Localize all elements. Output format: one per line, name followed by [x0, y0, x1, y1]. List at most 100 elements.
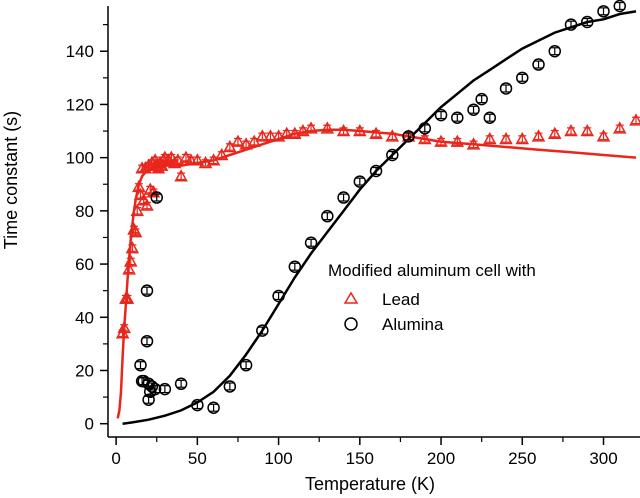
alumina-point [467, 103, 480, 117]
x-tick-label: 0 [111, 449, 120, 468]
x-axis-title: Temperature (K) [305, 474, 435, 494]
x-tick-label: 50 [188, 449, 207, 468]
alumina-point [516, 71, 529, 85]
alumina-point [134, 358, 147, 372]
lead-point [125, 241, 140, 254]
alumina-point [613, 0, 627, 13]
lead-point [140, 198, 154, 211]
y-tick-label: 120 [66, 95, 94, 114]
alumina-point [191, 398, 204, 412]
x-tick-label: 100 [264, 449, 292, 468]
alumina-point [142, 393, 155, 407]
lead-point [596, 129, 611, 142]
alumina-fit-line [122, 10, 637, 425]
lead-point [385, 129, 400, 142]
x-tick-label: 300 [589, 449, 617, 468]
alumina-point [288, 260, 302, 273]
legend-title: Modified aluminum cell with [328, 261, 536, 280]
lead-point [130, 203, 145, 217]
lead-point [128, 225, 143, 238]
lead-point [288, 126, 302, 139]
lead-point [515, 131, 530, 145]
legend: Modified aluminum cell with Lead Alumina [328, 261, 536, 334]
lead-point [580, 123, 595, 137]
lead-point [174, 169, 188, 182]
y-tick-label: 0 [85, 415, 94, 434]
alumina-point [353, 175, 367, 188]
lead-point [336, 123, 351, 137]
alumina-point [272, 289, 285, 303]
lead-point [190, 153, 205, 166]
x-tick-label: 200 [427, 449, 455, 468]
alumina-point [581, 15, 594, 29]
lead-point [369, 126, 383, 139]
legend-lead-marker [343, 291, 359, 304]
alumina-point [321, 209, 334, 223]
lead-point [320, 121, 335, 134]
alumina-point [499, 82, 513, 95]
lead-point [434, 134, 448, 147]
alumina-point [475, 92, 488, 106]
lead-point [629, 113, 640, 126]
alumina-point [369, 164, 383, 178]
data-points [115, 0, 640, 414]
alumina-point [223, 380, 237, 393]
lead-point [198, 155, 213, 169]
lead-point [132, 179, 146, 193]
alumina-point [483, 111, 497, 124]
alumina-point [150, 191, 163, 204]
y-tick-label: 40 [75, 308, 94, 327]
alumina-point [386, 148, 399, 162]
lead-point [548, 126, 562, 139]
lead-point [304, 121, 318, 134]
lead-point [531, 129, 546, 142]
x-tick-label: 150 [346, 449, 374, 468]
lead-point [450, 134, 465, 147]
lead-point [120, 291, 135, 304]
lead-point [171, 153, 185, 166]
legend-alumina-marker [344, 317, 358, 331]
fit-curves [116, 10, 637, 425]
y-tick-label: 100 [66, 149, 94, 168]
alumina-point [148, 382, 162, 396]
axes [107, 6, 640, 438]
alumina-point [207, 401, 220, 414]
alumina-point [239, 358, 253, 372]
lead-point [499, 131, 513, 145]
lead-point [255, 129, 270, 142]
alumina-point [140, 334, 154, 348]
lead-point [466, 137, 481, 150]
lead-point [418, 131, 432, 145]
y-tick-label: 80 [75, 202, 94, 221]
y-axis-title: Time constant (s) [1, 111, 21, 249]
alumina-point [304, 236, 318, 250]
lead-point [353, 123, 367, 137]
alumina-point [451, 111, 464, 124]
lead-point [564, 123, 578, 137]
legend-alumina-label: Alumina [382, 315, 444, 334]
lead-point [483, 131, 497, 145]
alumina-point [174, 377, 188, 391]
alumina-point [402, 130, 415, 143]
alumina-point [564, 18, 578, 31]
alumina-point [158, 382, 172, 396]
alumina-point [140, 284, 154, 297]
lead-point [117, 320, 132, 334]
alumina-point [532, 58, 545, 71]
lead-point [239, 137, 253, 150]
alumina-point [337, 191, 350, 204]
alumina-point [256, 324, 269, 337]
alumina-point [434, 108, 448, 122]
y-tick-label: 60 [75, 255, 94, 274]
x-ticks: 0 50 100 150 200 250 300 [111, 437, 618, 468]
lead-point [263, 129, 278, 142]
lead-point [123, 254, 138, 267]
lead-point [271, 129, 286, 142]
alumina-point [418, 122, 432, 135]
x-tick-label: 250 [508, 449, 536, 468]
lead-point [612, 121, 627, 134]
y-ticks: 0 20 40 60 80 100 120 140 [66, 24, 108, 434]
y-tick-label: 140 [66, 42, 94, 61]
alumina-point [597, 5, 610, 18]
